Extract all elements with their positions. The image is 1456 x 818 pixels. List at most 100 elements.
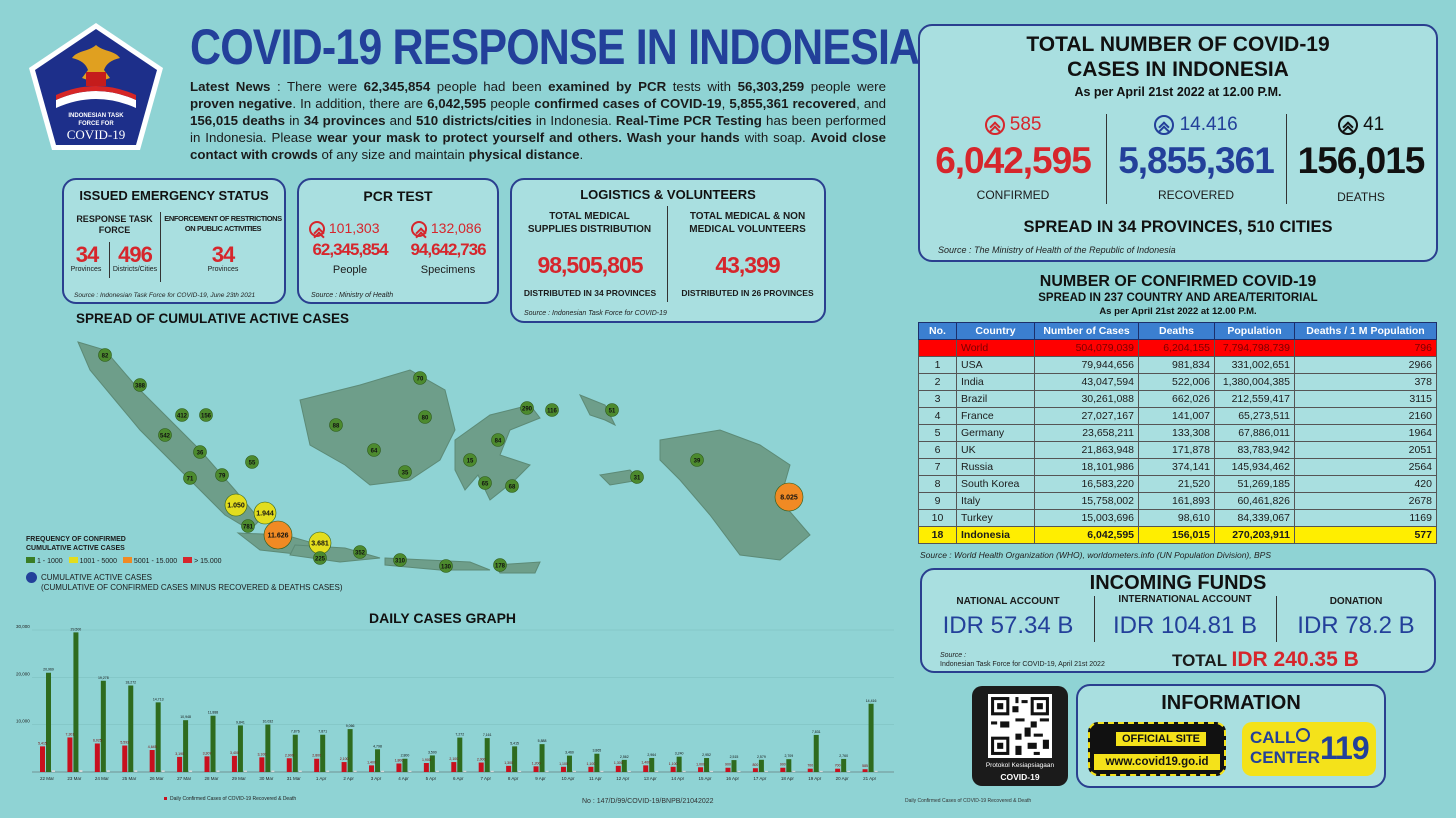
- map-bubble: [630, 470, 644, 484]
- emergency-title: ISSUED EMERGENCY STATUS: [79, 188, 269, 203]
- bar-recovered: [429, 755, 435, 772]
- world-title: NUMBER OF CONFIRMED COVID-19: [1039, 273, 1317, 290]
- confirmed-data-label: 1,200: [532, 761, 541, 765]
- bar-deaths: [792, 770, 796, 772]
- map-bubble-label: 542: [160, 434, 171, 440]
- bar-recovered: [128, 685, 134, 772]
- qr-code-card[interactable]: Protokol Kesiapsiagaan COVID-19: [972, 686, 1068, 786]
- recovered-data-label: 19,278: [98, 676, 109, 680]
- confirmed-data-label: 1,100: [587, 762, 596, 766]
- bar-deaths: [106, 770, 110, 772]
- bar-deaths: [518, 770, 522, 772]
- table-row: 10 Turkey 15,003,696 98,610 84,339,067 1169: [918, 509, 1437, 527]
- recovered-data-label: 2,964: [647, 753, 656, 757]
- legend-red: > 15.000: [183, 557, 222, 566]
- x-tick-label: 21 Apr: [863, 776, 877, 781]
- bar-deaths: [381, 770, 385, 772]
- logistics-panel: LOGISTICS & VOLUNTEERS TOTAL MEDICAL SUP…: [510, 178, 826, 323]
- recovered-data-label: 14,713: [153, 697, 164, 701]
- bar-deaths: [298, 770, 302, 772]
- pcr-source: Source : Ministry of Health: [311, 292, 394, 299]
- table-cell: 83,783,942: [1214, 441, 1295, 459]
- pcr-test-panel: PCR TEST 101,303 132,086 62,345,854 94,6…: [297, 178, 499, 304]
- recovered-data-label: 2,562: [620, 755, 629, 759]
- bar-confirmed: [40, 746, 45, 772]
- bar-recovered: [786, 759, 792, 772]
- map-bubble: [175, 408, 189, 422]
- table-cell: 2564: [1294, 458, 1437, 476]
- map-bubble-label: 51: [609, 409, 616, 415]
- x-tick-label: 1 Apr: [316, 776, 327, 781]
- qr-code-icon: [988, 694, 1052, 758]
- table-cell: 7,794,798,739: [1214, 339, 1295, 357]
- official-site-url[interactable]: www.covid19.go.id: [1094, 754, 1220, 770]
- table-cell: Indonesia: [956, 526, 1035, 544]
- bar-deaths: [79, 770, 83, 772]
- map-bubble-label: 82: [102, 354, 109, 360]
- call-center-button[interactable]: CALL CENTER 119: [1242, 722, 1376, 776]
- funds-source-2: Indonesian Task Force for COVID-19, Apri…: [940, 661, 1105, 668]
- bar-confirmed: [259, 757, 265, 772]
- table-cell: 522,006: [1138, 373, 1215, 391]
- recovered-total: 5,855,361: [1118, 140, 1275, 181]
- bar-recovered: [704, 758, 710, 772]
- table-cell: 133,308: [1138, 424, 1215, 442]
- bar-confirmed: [314, 758, 320, 772]
- bar-confirmed: [807, 768, 813, 772]
- total-asof: As per April 21st 2022 at 12.00 P.M.: [1074, 85, 1282, 99]
- x-tick-label: 20 Apr: [836, 776, 850, 781]
- funds-title: INCOMING FUNDS: [1089, 572, 1267, 594]
- bar-recovered: [292, 734, 298, 772]
- recovered-data-label: 2,800: [401, 754, 410, 758]
- pcr-people-label: People: [332, 264, 368, 276]
- confirmed-data-label: 1,300: [614, 761, 623, 765]
- bar-deaths: [627, 770, 631, 772]
- map-bubble-label: 352: [355, 551, 366, 557]
- recovered-data-label: 4,798: [373, 744, 382, 748]
- funds-total-value: IDR 240.35 B: [1231, 648, 1359, 671]
- recovered-data-label: 2,709: [784, 754, 793, 758]
- official-site-button[interactable]: OFFICIAL SITE www.covid19.go.id: [1088, 722, 1226, 776]
- bar-deaths: [134, 770, 138, 772]
- confirmed-data-label: 800: [752, 763, 758, 767]
- map-bubble: [690, 453, 704, 467]
- pcr-specimen-value: 94,642,736: [410, 240, 486, 259]
- recovered-data-label: 7,272: [455, 733, 464, 737]
- map-legend: FREQUENCY OF CONFIRMED CUMULATIVE ACTIVE…: [26, 535, 343, 592]
- map-bubble: [505, 479, 519, 493]
- bar-confirmed: [533, 766, 539, 772]
- logo-line2: FORCE FOR: [78, 121, 114, 127]
- table-cell: 5: [918, 424, 957, 442]
- map-bubble-label: 1.944: [256, 511, 274, 518]
- bar-confirmed: [506, 765, 512, 772]
- bar-confirmed: [396, 763, 402, 772]
- confirmed-data-label: 3,400: [230, 751, 239, 755]
- map-bubble: [493, 558, 507, 572]
- map-bubble: [215, 468, 229, 482]
- bar-recovered: [621, 759, 627, 772]
- table-row: 3 Brazil 30,261,088 662,026 212,559,417 3115: [918, 390, 1437, 408]
- confirmed-data-label: 700: [835, 764, 841, 768]
- bar-recovered: [731, 760, 737, 772]
- map-bubble-label: 781: [243, 525, 254, 531]
- table-cell: 156,015: [1138, 526, 1215, 544]
- bar-recovered: [347, 729, 353, 772]
- bar-recovered: [265, 724, 271, 772]
- bar-recovered: [758, 759, 764, 772]
- recovered-label: RECOVERED: [1157, 188, 1234, 202]
- map-bubble-label: 70: [417, 377, 424, 383]
- logistics-col2-title: TOTAL MEDICAL & NON MEDICAL VOLUNTEERS: [689, 211, 806, 235]
- bar-deaths: [655, 770, 659, 772]
- x-tick-label: 2 Apr: [343, 776, 354, 781]
- x-tick-label: 28 Mar: [205, 776, 220, 781]
- map-bubble-label: 290: [522, 407, 533, 413]
- map-bubble: [520, 401, 534, 415]
- bar-recovered: [649, 757, 655, 772]
- map-bubble-label: 84: [495, 439, 502, 445]
- logistics-supplies-value: 98,505,805: [537, 252, 643, 278]
- table-row: 4 France 27,027,167 141,007 65,273,511 2160: [918, 407, 1437, 425]
- map-bubble-label: 31: [634, 476, 641, 482]
- map-bubble-label: 80: [422, 416, 429, 422]
- recovered-increase-icon: [1154, 114, 1175, 135]
- table-cell: 65,273,511: [1214, 407, 1295, 425]
